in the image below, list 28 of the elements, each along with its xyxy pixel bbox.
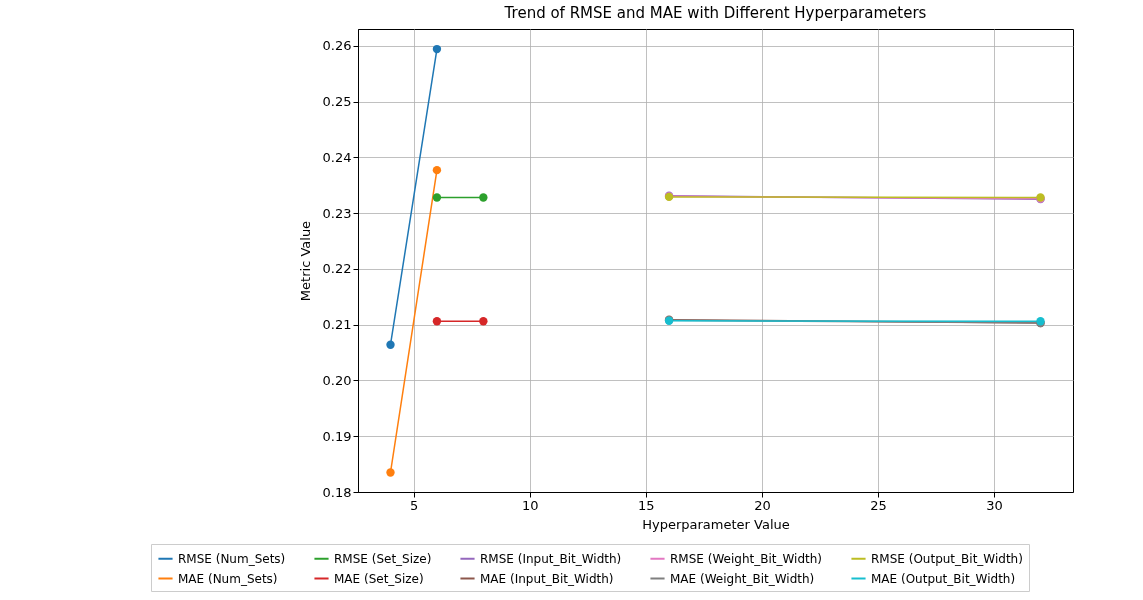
y-tick-label: 0.23 [322,205,352,221]
legend-label: RMSE (Output_Bit_Width) [871,551,1023,566]
y-tick-label: 0.19 [322,428,352,444]
y-tick-label: 0.20 [322,372,352,388]
y-tick-label: 0.24 [322,149,352,165]
legend-label: MAE (Set_Size) [334,571,424,586]
x-tick-label: 10 [522,497,539,513]
x-tick-label: 25 [870,497,887,513]
legend-label: MAE (Weight_Bit_Width) [670,571,815,586]
x-tick-label: 20 [754,497,771,513]
legend-label: MAE (Num_Sets) [178,571,278,586]
legend-label: MAE (Input_Bit_Width) [480,571,614,586]
y-tick-label: 0.18 [322,484,352,500]
legend-label: RMSE (Num_Sets) [178,551,286,566]
x-tick-label: 30 [986,497,1003,513]
legend-label: RMSE (Set_Size) [334,551,432,566]
x-tick-label: 15 [638,497,655,513]
x-tick-label: 5 [410,497,419,513]
y-tick-label: 0.25 [322,94,352,110]
chart-title: Trend of RMSE and MAE with Different Hyperparameters [503,4,927,22]
x-axis-title: Hyperparameter Value [642,516,790,532]
y-tick-label: 0.22 [322,261,352,277]
y-tick-label: 0.21 [322,317,352,333]
legend-label: RMSE (Input_Bit_Width) [480,551,622,566]
y-axis-title: Metric Value [297,220,313,302]
y-tick-label: 0.26 [322,38,352,54]
legend-label: MAE (Output_Bit_Width) [871,571,1016,586]
legend-label: RMSE (Weight_Bit_Width) [670,551,823,566]
